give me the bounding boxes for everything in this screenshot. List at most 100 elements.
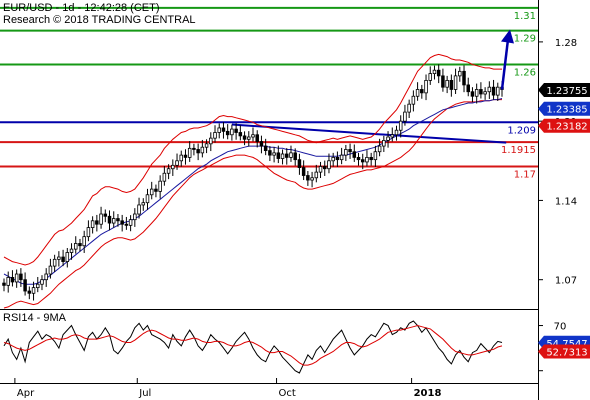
- candle-body-76: [322, 166, 327, 170]
- rsi-line: [3, 320, 503, 374]
- candle-body-55: [234, 128, 238, 133]
- candle-body-19: [82, 236, 86, 247]
- price-tick-label-2: 1.14: [555, 196, 577, 207]
- candle-body-104: [441, 75, 445, 88]
- chart-title: EUR/USD - 1d - 12:42:28 (CET): [3, 2, 160, 14]
- candle-body-34: [145, 194, 150, 204]
- candle-body-97: [411, 95, 416, 105]
- x-tick-label-0: Apr: [17, 388, 35, 399]
- rsi-tag-text-0: 54.7547: [546, 339, 587, 350]
- price-tick-label-0: 1.28: [555, 38, 577, 49]
- candle-body-61: [259, 141, 264, 147]
- candle-body-81: [344, 149, 348, 156]
- candle-body-45: [192, 147, 196, 150]
- candle-body-36: [154, 188, 158, 192]
- candle-body-91: [386, 136, 390, 141]
- x-tick-label-2: Oct: [279, 388, 296, 399]
- candle-body-16: [69, 248, 74, 253]
- candle-body-38: [162, 172, 167, 182]
- candle-body-85: [360, 159, 365, 163]
- candle-body-88: [373, 151, 378, 161]
- candle-body-73: [310, 177, 314, 181]
- candle-body-89: [377, 145, 382, 153]
- candle-body-87: [369, 156, 373, 161]
- candle-body-20: [86, 227, 91, 238]
- candle-body-44: [187, 147, 192, 158]
- candle-body-67: [285, 153, 289, 158]
- candle-body-54: [230, 128, 234, 136]
- candle-body-13: [57, 256, 61, 260]
- candle-body-96: [407, 103, 411, 113]
- candle-body-94: [398, 120, 403, 131]
- candle-body-72: [306, 175, 310, 181]
- candle-body-24: [103, 213, 108, 217]
- candle-body-109: [462, 70, 466, 86]
- candle-body-0: [2, 282, 6, 286]
- candle-body-22: [95, 220, 99, 225]
- candle-body-5: [23, 279, 27, 292]
- candle-body-105: [445, 79, 449, 88]
- candle-body-52: [221, 127, 226, 132]
- candle-body-102: [432, 69, 437, 75]
- bollinger-upper: [3, 53, 502, 266]
- candle-body-12: [52, 258, 57, 267]
- x-tick-label-3: 2018: [414, 388, 442, 399]
- moving-average: [3, 98, 503, 285]
- candle-body-30: [128, 219, 133, 226]
- projection-arrow-line: [500, 39, 510, 90]
- candle-body-65: [276, 152, 281, 159]
- candle-body-80: [339, 154, 344, 161]
- candle-body-1: [6, 277, 10, 286]
- rsi-tag-bg-1: [538, 344, 590, 359]
- candle-body-37: [158, 180, 162, 192]
- candle-body-98: [415, 89, 420, 97]
- price-tag-text-1: 1.23385: [546, 105, 587, 116]
- candle-body-117: [496, 86, 500, 96]
- candle-body-23: [99, 213, 103, 225]
- trendline: [231, 123, 507, 144]
- projection-arrow-head: [501, 29, 514, 44]
- candle-body-14: [61, 256, 65, 262]
- candle-body-62: [263, 145, 268, 152]
- candle-body-70: [297, 159, 302, 168]
- candle-body-56: [238, 132, 243, 137]
- price-panel: 1.31 1.29 1.26 1.209 1.1915 1.17: [0, 6, 538, 309]
- candle-body-84: [356, 156, 361, 161]
- candle-body-29: [124, 223, 129, 226]
- candle-body-11: [48, 265, 53, 275]
- candle-body-47: [200, 146, 205, 154]
- candle-body-31: [133, 213, 137, 221]
- rsi-tick-label-0: 70: [554, 322, 567, 333]
- candle-body-66: [280, 153, 285, 159]
- x-tick-label-1: Jul: [138, 388, 151, 399]
- candle-body-111: [470, 91, 475, 97]
- candle-body-15: [65, 252, 70, 262]
- candle-body-64: [272, 152, 276, 156]
- candle-body-8: [36, 283, 40, 289]
- candle-body-42: [179, 154, 184, 162]
- candle-body-74: [314, 171, 319, 179]
- candle-body-39: [166, 168, 171, 174]
- price-tag-bg-0: [538, 83, 590, 98]
- candle-body-21: [90, 220, 95, 229]
- candle-body-103: [436, 69, 441, 77]
- level-label-3: 1.209: [507, 125, 536, 136]
- candle-body-50: [213, 132, 217, 139]
- level-label-4: 1.1915: [501, 145, 536, 156]
- candle-body-106: [449, 79, 454, 90]
- level-label-1: 1.29: [514, 34, 536, 45]
- candle-body-68: [289, 152, 293, 158]
- rsi-ma-line: [3, 324, 503, 366]
- candle-body-17: [73, 243, 78, 250]
- candle-body-93: [394, 129, 399, 136]
- candle-body-115: [487, 86, 492, 93]
- candle-body-86: [365, 156, 369, 163]
- candle-body-78: [331, 156, 335, 162]
- candle-body-83: [352, 151, 357, 158]
- candle-body-6: [27, 290, 32, 294]
- candle-body-71: [301, 167, 306, 176]
- candle-body-2: [10, 277, 15, 283]
- candle-body-59: [251, 134, 255, 138]
- candle-body-27: [116, 218, 120, 222]
